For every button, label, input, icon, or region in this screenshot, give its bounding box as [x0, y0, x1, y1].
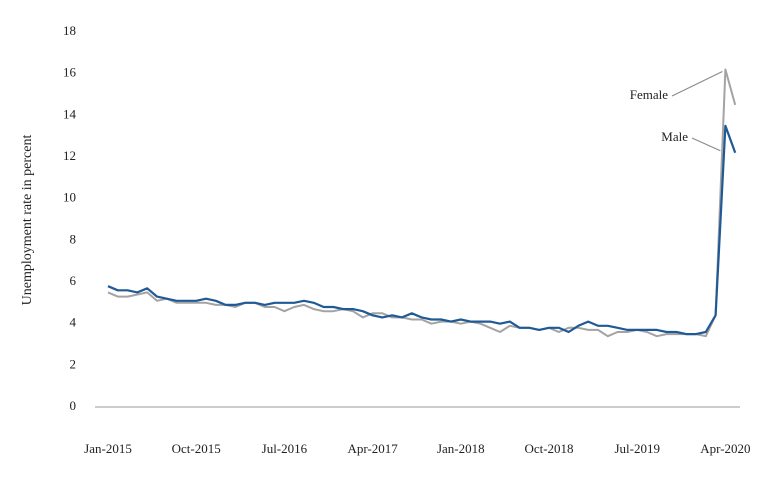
- series-label: Female: [630, 87, 668, 102]
- y-tick-label: 2: [70, 356, 77, 371]
- y-tick-label: 0: [70, 398, 77, 413]
- x-tick-label: Apr-2020: [700, 441, 750, 456]
- leader-line: [671, 71, 723, 97]
- y-tick-label: 10: [63, 190, 76, 205]
- x-tick-label: Jul-2016: [262, 441, 308, 456]
- x-tick-label: Jan-2018: [437, 441, 485, 456]
- x-tick-label: Jan-2015: [84, 441, 132, 456]
- series-line: [107, 124, 737, 336]
- y-tick-label: 6: [70, 273, 77, 288]
- x-tick-label: Oct-2018: [524, 441, 573, 456]
- leader-line: [691, 137, 721, 152]
- y-tick-label: 12: [63, 148, 76, 163]
- x-tick-label: Oct-2015: [172, 441, 221, 456]
- y-tick-label: 18: [63, 23, 76, 38]
- y-tick-label: 14: [63, 106, 77, 121]
- y-tick-label: 4: [70, 315, 77, 330]
- series-label: Male: [661, 129, 688, 144]
- x-tick-label: Jul-2019: [614, 441, 660, 456]
- series-line: [107, 68, 737, 338]
- y-tick-label: 16: [63, 65, 77, 80]
- y-axis-label: Unemployment rate in percent: [20, 135, 35, 306]
- x-tick-label: Apr-2017: [347, 441, 398, 456]
- y-tick-label: 8: [70, 231, 77, 246]
